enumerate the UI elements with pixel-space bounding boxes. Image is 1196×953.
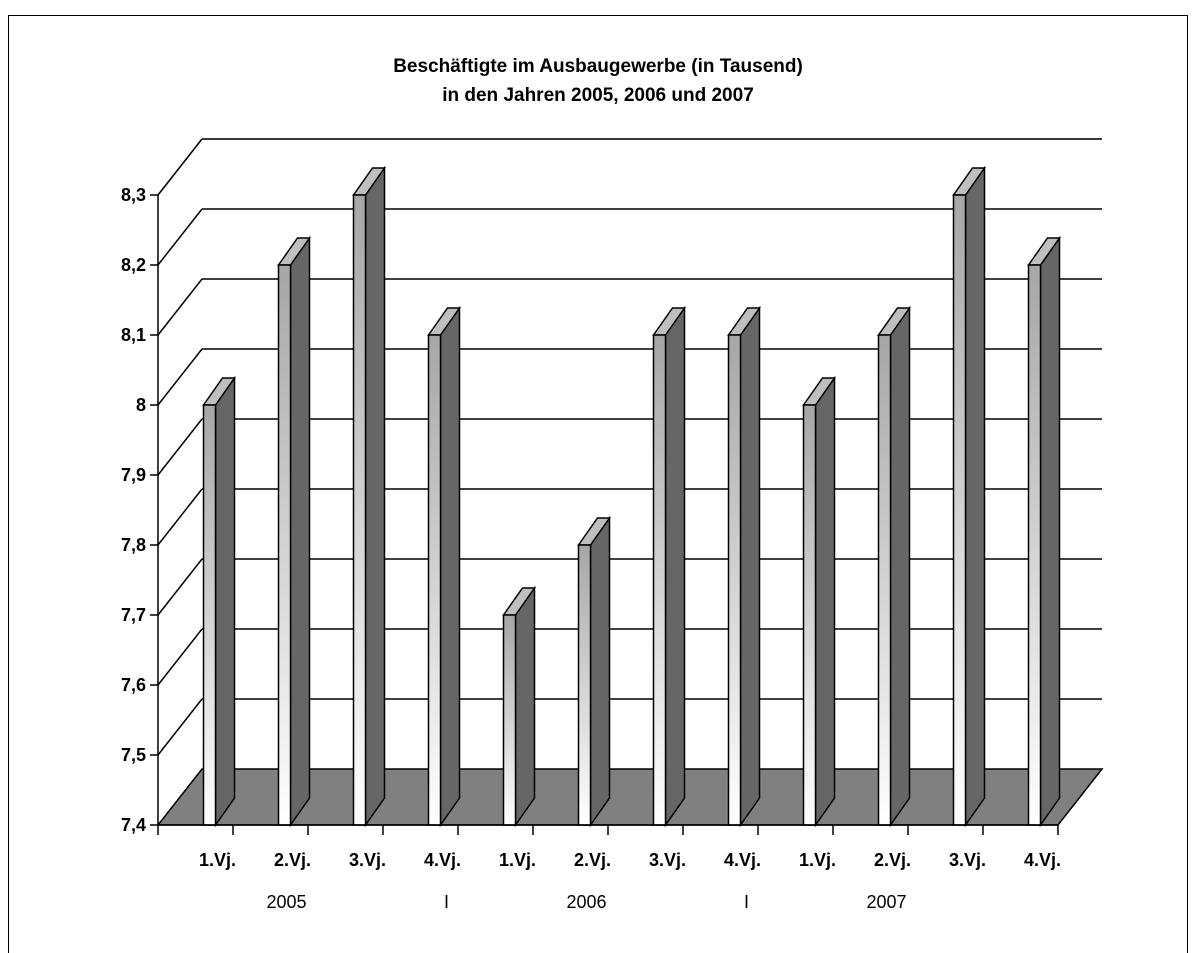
x-category-label: 3.Vj. — [349, 850, 386, 870]
x-category-labels: 1.Vj. 2.Vj. 3.Vj. 4.Vj. 1.Vj. 2.Vj. 3.Vj. 4.Vj.… — [199, 850, 1061, 870]
bar-front-face — [202, 404, 217, 826]
x-group-label: 2005 — [266, 892, 306, 912]
gridline-side — [157, 488, 203, 546]
y-tick-label: 8 — [136, 395, 146, 415]
bar-front-face — [427, 334, 442, 826]
x-category-label: 4.Vj. — [724, 850, 761, 870]
bar-side-face — [214, 375, 236, 828]
bar-front-face — [352, 194, 367, 826]
x-category-label: 3.Vj. — [649, 850, 686, 870]
x-category-label: 1.Vj. — [499, 850, 536, 870]
bar — [352, 165, 386, 828]
bar-side-face — [1039, 235, 1061, 828]
x-category-label: 1.Vj. — [199, 850, 236, 870]
x-category-label: 2.Vj. — [274, 850, 311, 870]
gridline-side — [157, 138, 203, 196]
bar-side-face — [889, 305, 911, 828]
chart-title-line-1: Beschäftigte im Ausbaugewerbe (in Tausen… — [393, 56, 803, 77]
bar-side-face — [739, 305, 761, 828]
bar-side-face — [964, 165, 986, 828]
x-category-label: 1.Vj. — [799, 850, 836, 870]
x-group-label: 2006 — [566, 892, 606, 912]
y-tick-label: 8,2 — [121, 255, 146, 275]
axes — [150, 194, 1059, 835]
bar — [652, 305, 686, 828]
y-tick-label: 7,7 — [121, 605, 146, 625]
y-tick-label: 8,3 — [121, 185, 146, 205]
gridline-side — [157, 278, 203, 336]
bar-front-face — [1027, 264, 1042, 826]
bar — [952, 165, 986, 828]
gridline-side — [157, 698, 203, 756]
bar-side-face — [439, 305, 461, 828]
gridline-side — [157, 348, 203, 406]
bar-front-face — [952, 194, 967, 826]
y-tick-label: 7,4 — [121, 815, 146, 835]
bar-side-face — [589, 515, 611, 828]
bar-front-face — [277, 264, 292, 826]
bar-side-face — [814, 375, 836, 828]
bar — [1027, 235, 1061, 828]
bar-front-face — [652, 334, 667, 826]
x-category-label: 4.Vj. — [424, 850, 461, 870]
y-tick-label: 7,6 — [121, 675, 146, 695]
bar-front-face — [577, 544, 592, 826]
bar-side-face — [289, 235, 311, 828]
chart-title-line-2: in den Jahren 2005, 2006 und 2007 — [442, 85, 754, 106]
bar — [277, 235, 311, 828]
x-category-label: 3.Vj. — [949, 850, 986, 870]
gridlines — [157, 138, 1102, 756]
y-tick-label: 8,1 — [121, 325, 146, 345]
y-tick-label: 7,8 — [121, 535, 146, 555]
bar — [502, 585, 536, 828]
bar-side-face — [664, 305, 686, 828]
x-group-labels: 2005 I 2006 I 2007 — [266, 892, 906, 912]
chart-frame — [8, 15, 1188, 953]
x-group-separator: I — [444, 892, 449, 912]
gridline-side — [157, 208, 203, 266]
bar-front-face — [727, 334, 742, 826]
bar — [577, 515, 611, 828]
bar-front-face — [802, 404, 817, 826]
bar — [427, 305, 461, 828]
gridline-side — [157, 418, 203, 476]
y-tick-label: 7,9 — [121, 465, 146, 485]
bar-front-face — [502, 614, 517, 826]
x-category-label: 2.Vj. — [874, 850, 911, 870]
gridline-side — [157, 558, 203, 616]
bar — [802, 375, 836, 828]
x-group-label: 2007 — [866, 892, 906, 912]
x-group-separator: I — [744, 892, 749, 912]
bar — [727, 305, 761, 828]
x-category-label: 4.Vj. — [1024, 850, 1061, 870]
bar-front-face — [877, 334, 892, 826]
chart-title: Beschäftigte im Ausbaugewerbe (in Tausen… — [0, 52, 1196, 110]
bar — [202, 375, 236, 828]
bar-side-face — [514, 585, 536, 828]
y-tick-labels: 7,4 7,5 7,6 7,7 7,8 7,9 8 8,1 8,2 8,3 — [121, 185, 146, 835]
bar — [877, 305, 911, 828]
y-tick-label: 7,5 — [121, 745, 146, 765]
x-category-label: 2.Vj. — [574, 850, 611, 870]
bars — [202, 165, 1061, 828]
bar-side-face — [364, 165, 386, 828]
gridline-side — [157, 628, 203, 686]
